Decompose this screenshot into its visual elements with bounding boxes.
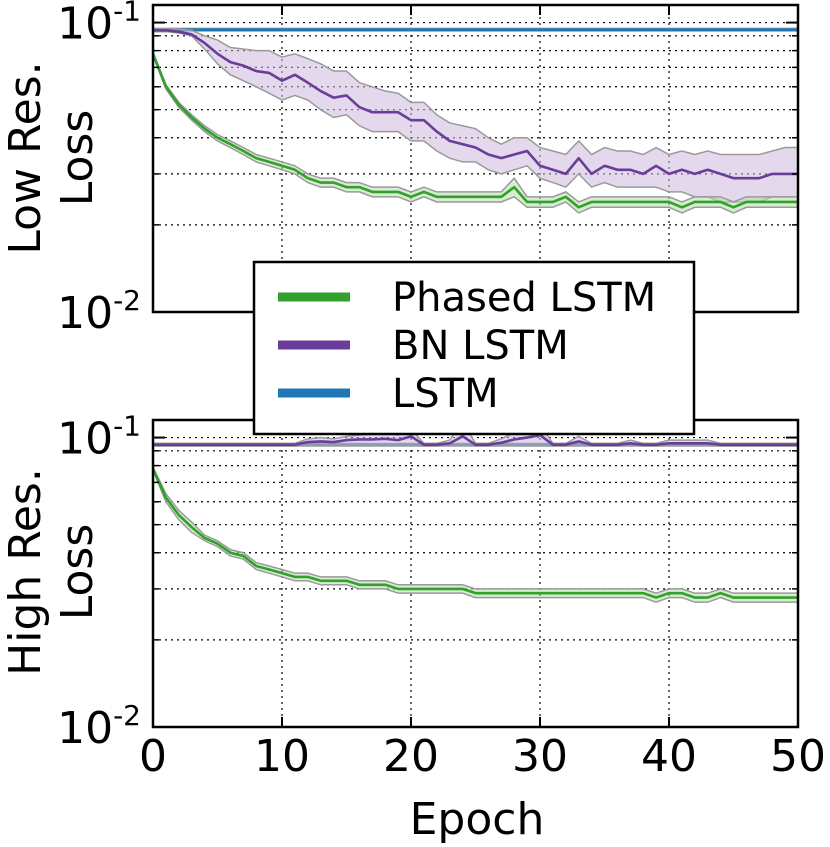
y-tick-label: 10-1 (57, 410, 141, 465)
x-tick-label: 50 (770, 731, 826, 782)
legend-label: LSTM (392, 371, 499, 417)
bottom-panel: 10-1 10-20 10 20 30 40 50 (57, 410, 826, 782)
x-tick-label: 20 (383, 731, 439, 782)
x-tick-label: 0 (139, 731, 167, 782)
phased-lstm-band (152, 466, 799, 603)
bn-lstm-line (153, 29, 798, 180)
y-tick-label: 10-2 (57, 699, 141, 754)
legend-label: Phased LSTM (392, 275, 656, 321)
phased-lstm-line (151, 468, 798, 599)
bn-lstm-line (153, 433, 798, 446)
top-panel: 10-1 10-2 (57, 0, 800, 339)
bn-lstm-band (152, 28, 799, 203)
phased-lstm-line (151, 53, 798, 209)
x-tick-label: 10 (254, 731, 310, 782)
x-tick-label: 40 (641, 731, 697, 782)
top-ylabel-line1: Low Res. (0, 61, 51, 254)
x-axis-label: Epoch (410, 794, 545, 845)
top-ylabel-line2: Loss (52, 110, 103, 207)
y-tick-label: 10-1 (57, 0, 141, 50)
bottom-ylabel-line1: High Res. (0, 468, 51, 676)
x-tick-label: 30 (512, 731, 568, 782)
legend-label: BN LSTM (392, 323, 569, 369)
bottom-ylabel-line2: Loss (52, 524, 103, 621)
y-tick-label: 10-2 (57, 284, 141, 339)
